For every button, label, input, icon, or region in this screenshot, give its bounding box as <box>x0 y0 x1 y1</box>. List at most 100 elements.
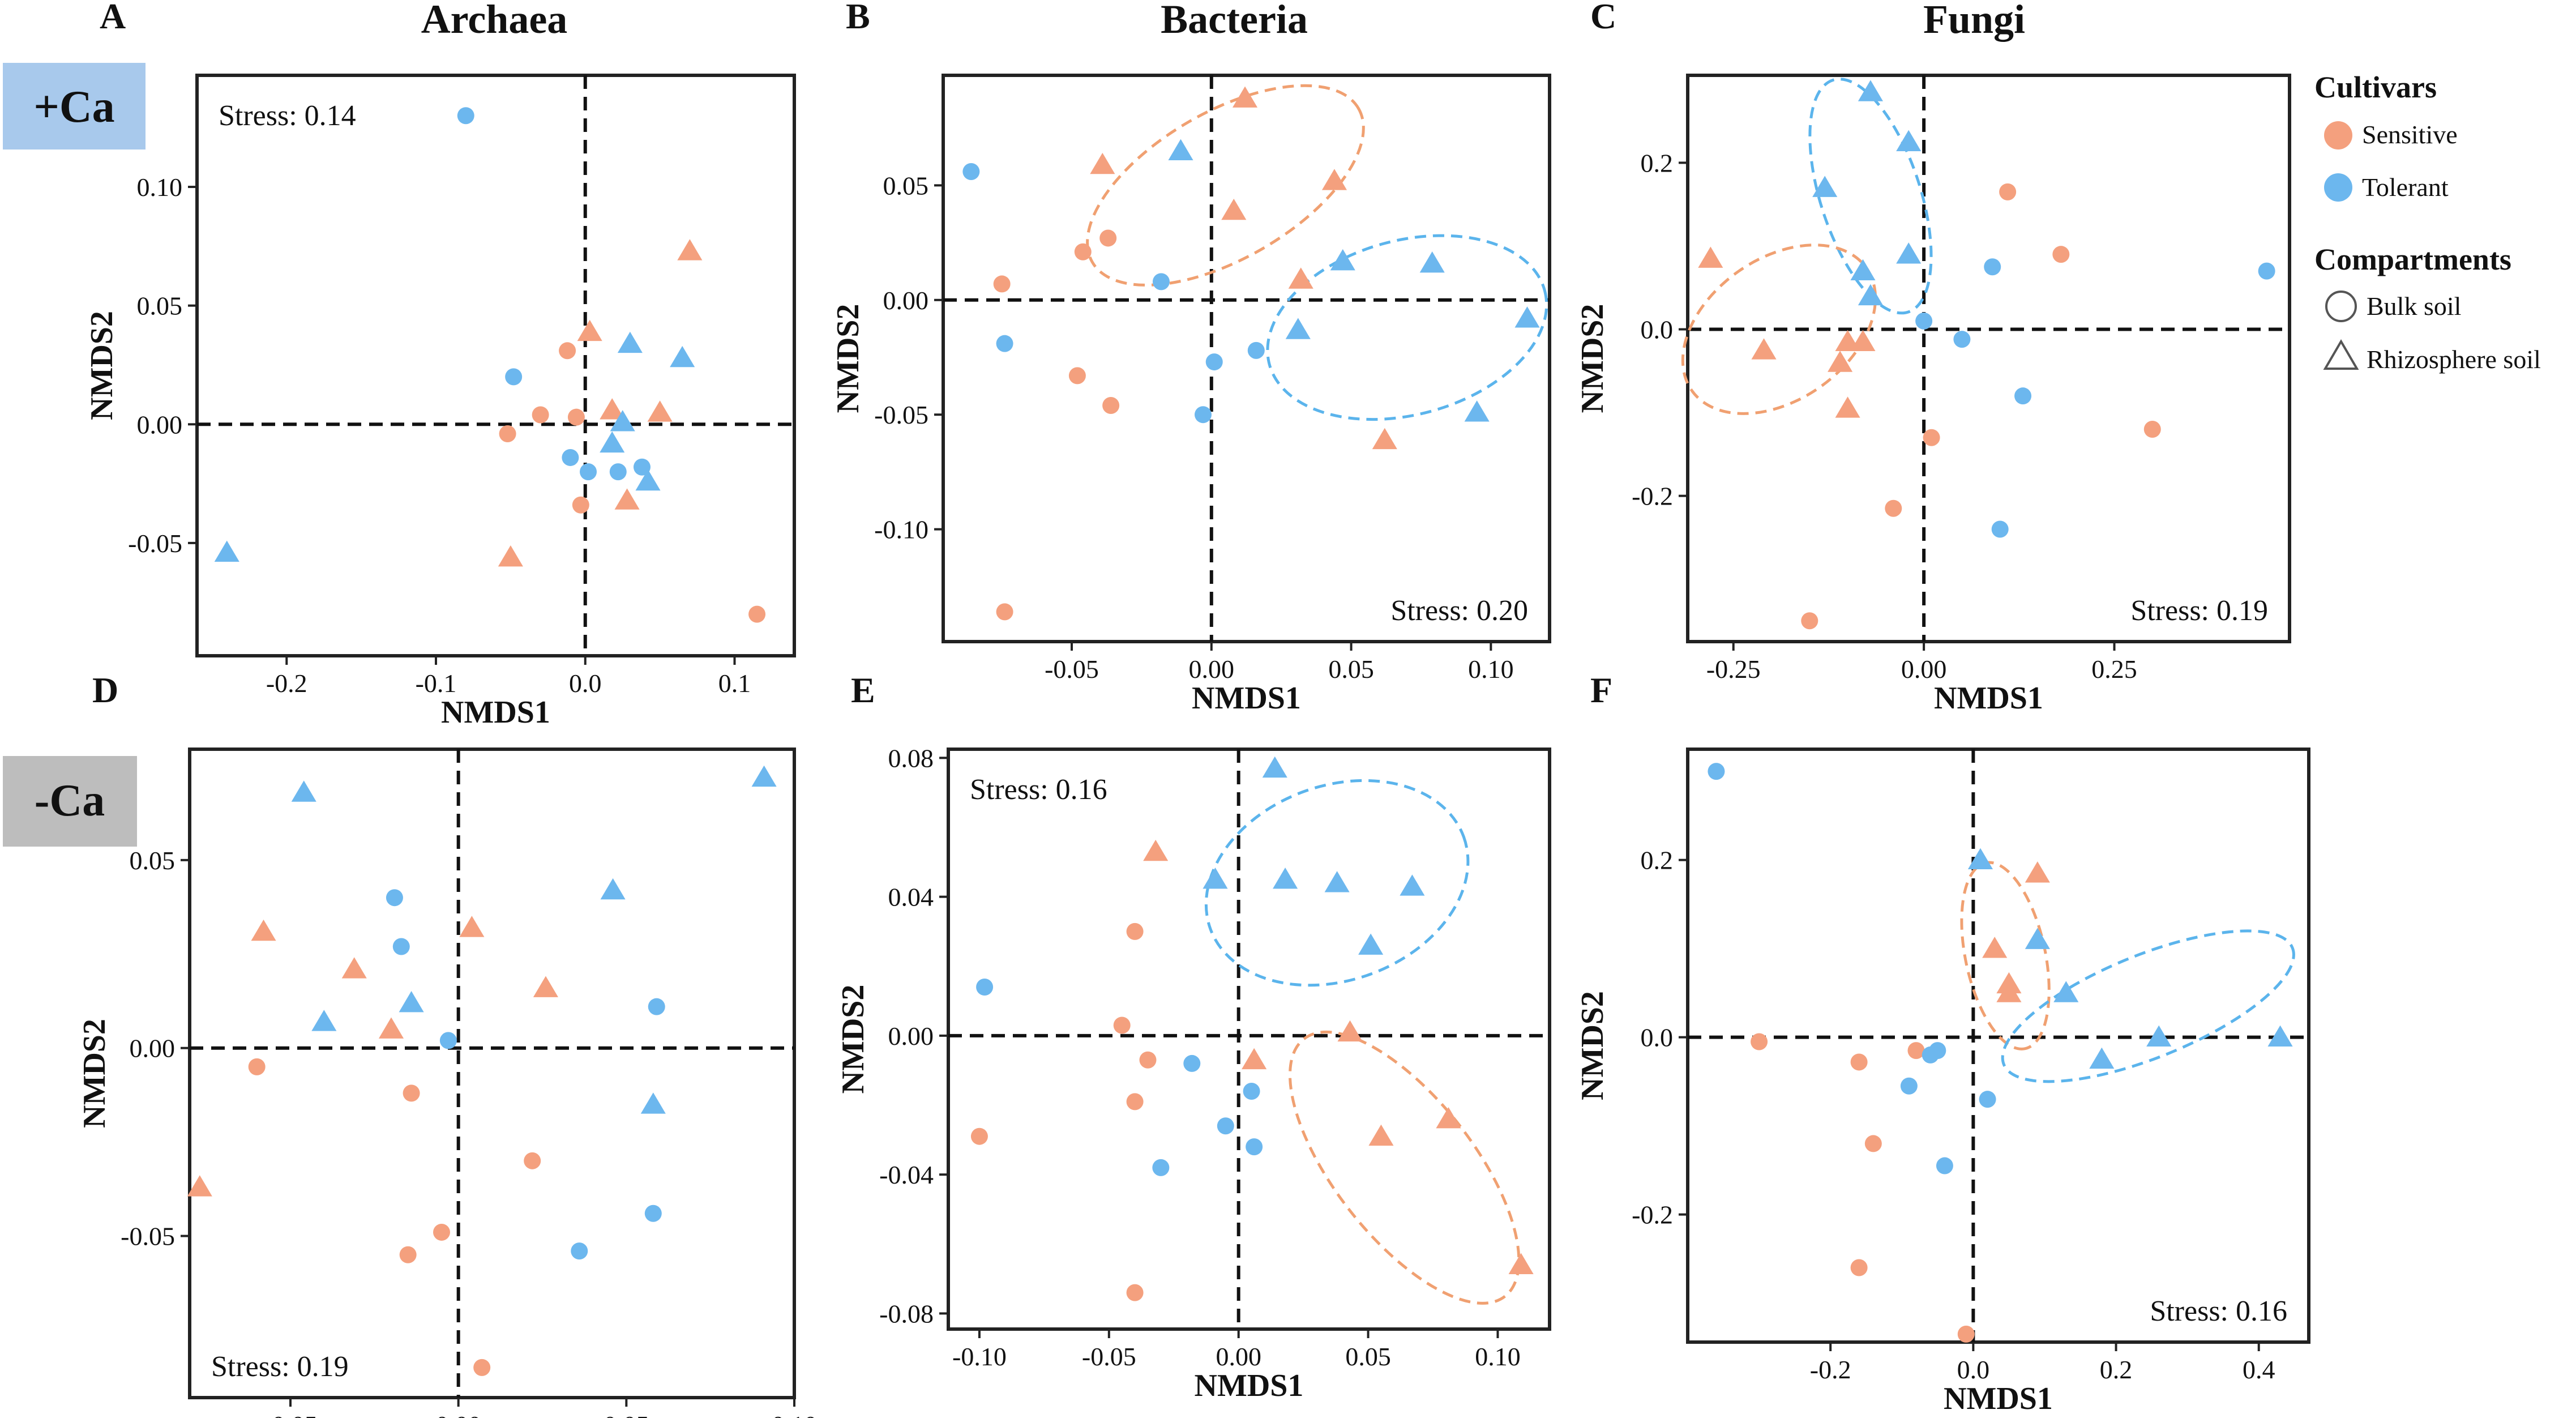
x-tick-label: 0.00 <box>1901 655 1947 684</box>
point-sensitive-bulk-soil <box>1074 243 1092 260</box>
point-sensitive-bulk-soil <box>1751 1033 1768 1050</box>
panel-frame <box>188 748 796 1399</box>
y-tick-label: 0.0 <box>1641 315 1674 344</box>
x-tick-label: 0.00 <box>1189 655 1235 684</box>
panel-frame <box>195 74 796 657</box>
point-tolerant-rhizosphere-soil <box>2267 1025 2293 1047</box>
point-sensitive-bulk-soil <box>248 1058 266 1075</box>
point-sensitive-bulk-soil <box>1864 1135 1882 1152</box>
point-tolerant-rhizosphere-soil <box>291 780 316 802</box>
x-tick-label: 0.05 <box>604 1411 649 1418</box>
panel-letter-a: A <box>100 0 126 36</box>
y-tick-label: 0.2 <box>1641 148 1674 177</box>
point-tolerant-bulk-soil <box>1247 341 1265 359</box>
point-sensitive-bulk-soil <box>403 1084 420 1102</box>
point-tolerant-bulk-soil <box>1152 273 1170 291</box>
point-tolerant-rhizosphere-soil <box>1203 867 1228 889</box>
point-tolerant-bulk-soil <box>1922 1046 1939 1064</box>
panel-b-bacteria-plus-ca: B -0.05 0.00 0.05 0.10 -0.10 -0.05 0.00 0.05 NMDS… <box>831 0 1551 716</box>
point-sensitive-bulk-soil <box>499 425 516 443</box>
point-tolerant-rhizosphere-soil <box>751 765 777 787</box>
y-tick-label: 0.08 <box>888 744 934 772</box>
y-tick-label: 0.05 <box>137 292 183 321</box>
column-title-fungi: Fungi <box>1923 0 2025 42</box>
point-sensitive-rhizosphere-soil <box>1436 1107 1461 1129</box>
row-label-minus-ca-bg <box>3 756 137 847</box>
x-tick-label: -0.2 <box>1810 1355 1851 1384</box>
y-tick-label: 0.04 <box>888 883 934 912</box>
point-tolerant-bulk-soil <box>392 938 410 955</box>
x-tick-label: -0.05 <box>263 1411 318 1418</box>
point-sensitive-rhizosphere-soil <box>459 916 485 937</box>
point-tolerant-rhizosphere-soil <box>670 345 695 368</box>
point-sensitive-bulk-soil <box>433 1223 450 1241</box>
point-tolerant-rhizosphere-soil <box>1812 176 1838 197</box>
x-tick-label: 0.2 <box>2100 1355 2133 1384</box>
row-label-minus-ca: -Ca <box>35 776 105 826</box>
y-tick-label: 0.05 <box>883 171 929 200</box>
point-tolerant-bulk-soil <box>648 998 665 1015</box>
x-tick-label: 0.0 <box>569 669 602 698</box>
y-tick-label: 0.00 <box>888 1022 934 1050</box>
point-tolerant-rhizosphere-soil <box>1858 284 1883 306</box>
row-label-plus-ca: +Ca <box>33 82 114 132</box>
point-sensitive-rhizosphere-soil <box>251 919 276 941</box>
x-axis-label: NMDS1 <box>1192 681 1301 716</box>
y-tick-label: -0.2 <box>1632 482 1673 511</box>
point-tolerant-rhizosphere-soil <box>1419 251 1445 273</box>
panel-c-fungi-plus-ca: C -0.25 0.00 0.25 -0.2 0.0 0.2 NMDS1 NMDS2 Stress… <box>1575 0 2291 716</box>
legend: Cultivars Sensitive Tolerant Compartment… <box>2314 70 2541 374</box>
point-tolerant-bulk-soil <box>562 449 579 466</box>
point-sensitive-bulk-soil <box>1923 429 1940 446</box>
panel-frame <box>947 748 1551 1331</box>
point-sensitive-bulk-soil <box>1139 1051 1157 1069</box>
point-sensitive-rhizosphere-soil <box>1337 1020 1363 1042</box>
point-tolerant-rhizosphere-soil <box>1330 249 1355 271</box>
point-tolerant-bulk-soil <box>1979 1091 1996 1108</box>
stress-label: Stress: 0.16 <box>970 774 1107 806</box>
point-tolerant-rhizosphere-soil <box>1464 400 1490 422</box>
point-sensitive-rhizosphere-soil <box>2025 861 2050 883</box>
panel-letter-c: C <box>1590 0 1616 36</box>
point-tolerant-bulk-soil <box>386 889 403 907</box>
point-tolerant-bulk-soil <box>962 163 980 181</box>
point-sensitive-bulk-soil <box>473 1359 491 1376</box>
column-title-archaea: Archaea <box>421 0 568 42</box>
point-tolerant-bulk-soil <box>1217 1117 1234 1135</box>
point-tolerant-rhizosphere-soil <box>2089 1047 2115 1069</box>
panel-a-archaea-plus-ca: A -0.2 -0.1 0.0 0.1 -0.05 0.00 0.05 0.10 NMDS1 NMD… <box>84 0 796 730</box>
panel-letter-f: F <box>1590 670 1612 710</box>
stress-label: Stress: 0.19 <box>2130 595 2268 627</box>
point-tolerant-rhizosphere-soil <box>399 991 424 1013</box>
x-tick-label: -0.25 <box>1706 655 1761 684</box>
point-sensitive-bulk-soil <box>996 603 1013 621</box>
point-tolerant-rhizosphere-soil <box>640 1092 666 1114</box>
stress-label: Stress: 0.20 <box>1390 595 1528 627</box>
point-sensitive-bulk-soil <box>567 408 585 426</box>
y-tick-label: -0.05 <box>128 529 182 558</box>
point-tolerant-rhizosphere-soil <box>2146 1025 2172 1047</box>
point-sensitive-rhizosphere-soil <box>187 1175 212 1197</box>
point-tolerant-rhizosphere-soil <box>1168 139 1193 160</box>
point-tolerant-rhizosphere-soil <box>1324 871 1350 892</box>
point-sensitive-bulk-soil <box>1999 183 2017 200</box>
x-tick-label: 0.4 <box>2243 1355 2275 1384</box>
point-sensitive-bulk-soil <box>1126 1284 1144 1301</box>
legend-sensitive-swatch <box>2324 121 2352 150</box>
panel-e-bacteria-minus-ca: E -0.10 -0.05 0.00 0.05 0.10 -0.08 -0.04 0.00 0.0… <box>836 670 1551 1403</box>
x-tick-label: 0.10 <box>1475 1342 1521 1371</box>
point-tolerant-rhizosphere-soil <box>1358 933 1384 955</box>
y-tick-label: -0.2 <box>1632 1201 1673 1229</box>
x-axis-label: NMDS1 <box>1944 1381 2053 1416</box>
y-tick-label: -0.04 <box>879 1160 934 1189</box>
point-sensitive-rhizosphere-soil <box>577 319 602 341</box>
group-ellipse-sensitive <box>1289 1030 1521 1305</box>
point-sensitive-rhizosphere-soil <box>1321 169 1347 190</box>
legend-bulk-soil-label: Bulk soil <box>2367 292 2461 321</box>
point-sensitive-bulk-soil <box>2052 246 2070 263</box>
group-ellipse-tolerant <box>1266 234 1548 421</box>
point-sensitive-rhizosphere-soil <box>1508 1253 1534 1274</box>
x-tick-label: -0.1 <box>416 669 457 698</box>
point-tolerant-rhizosphere-soil <box>600 431 625 453</box>
